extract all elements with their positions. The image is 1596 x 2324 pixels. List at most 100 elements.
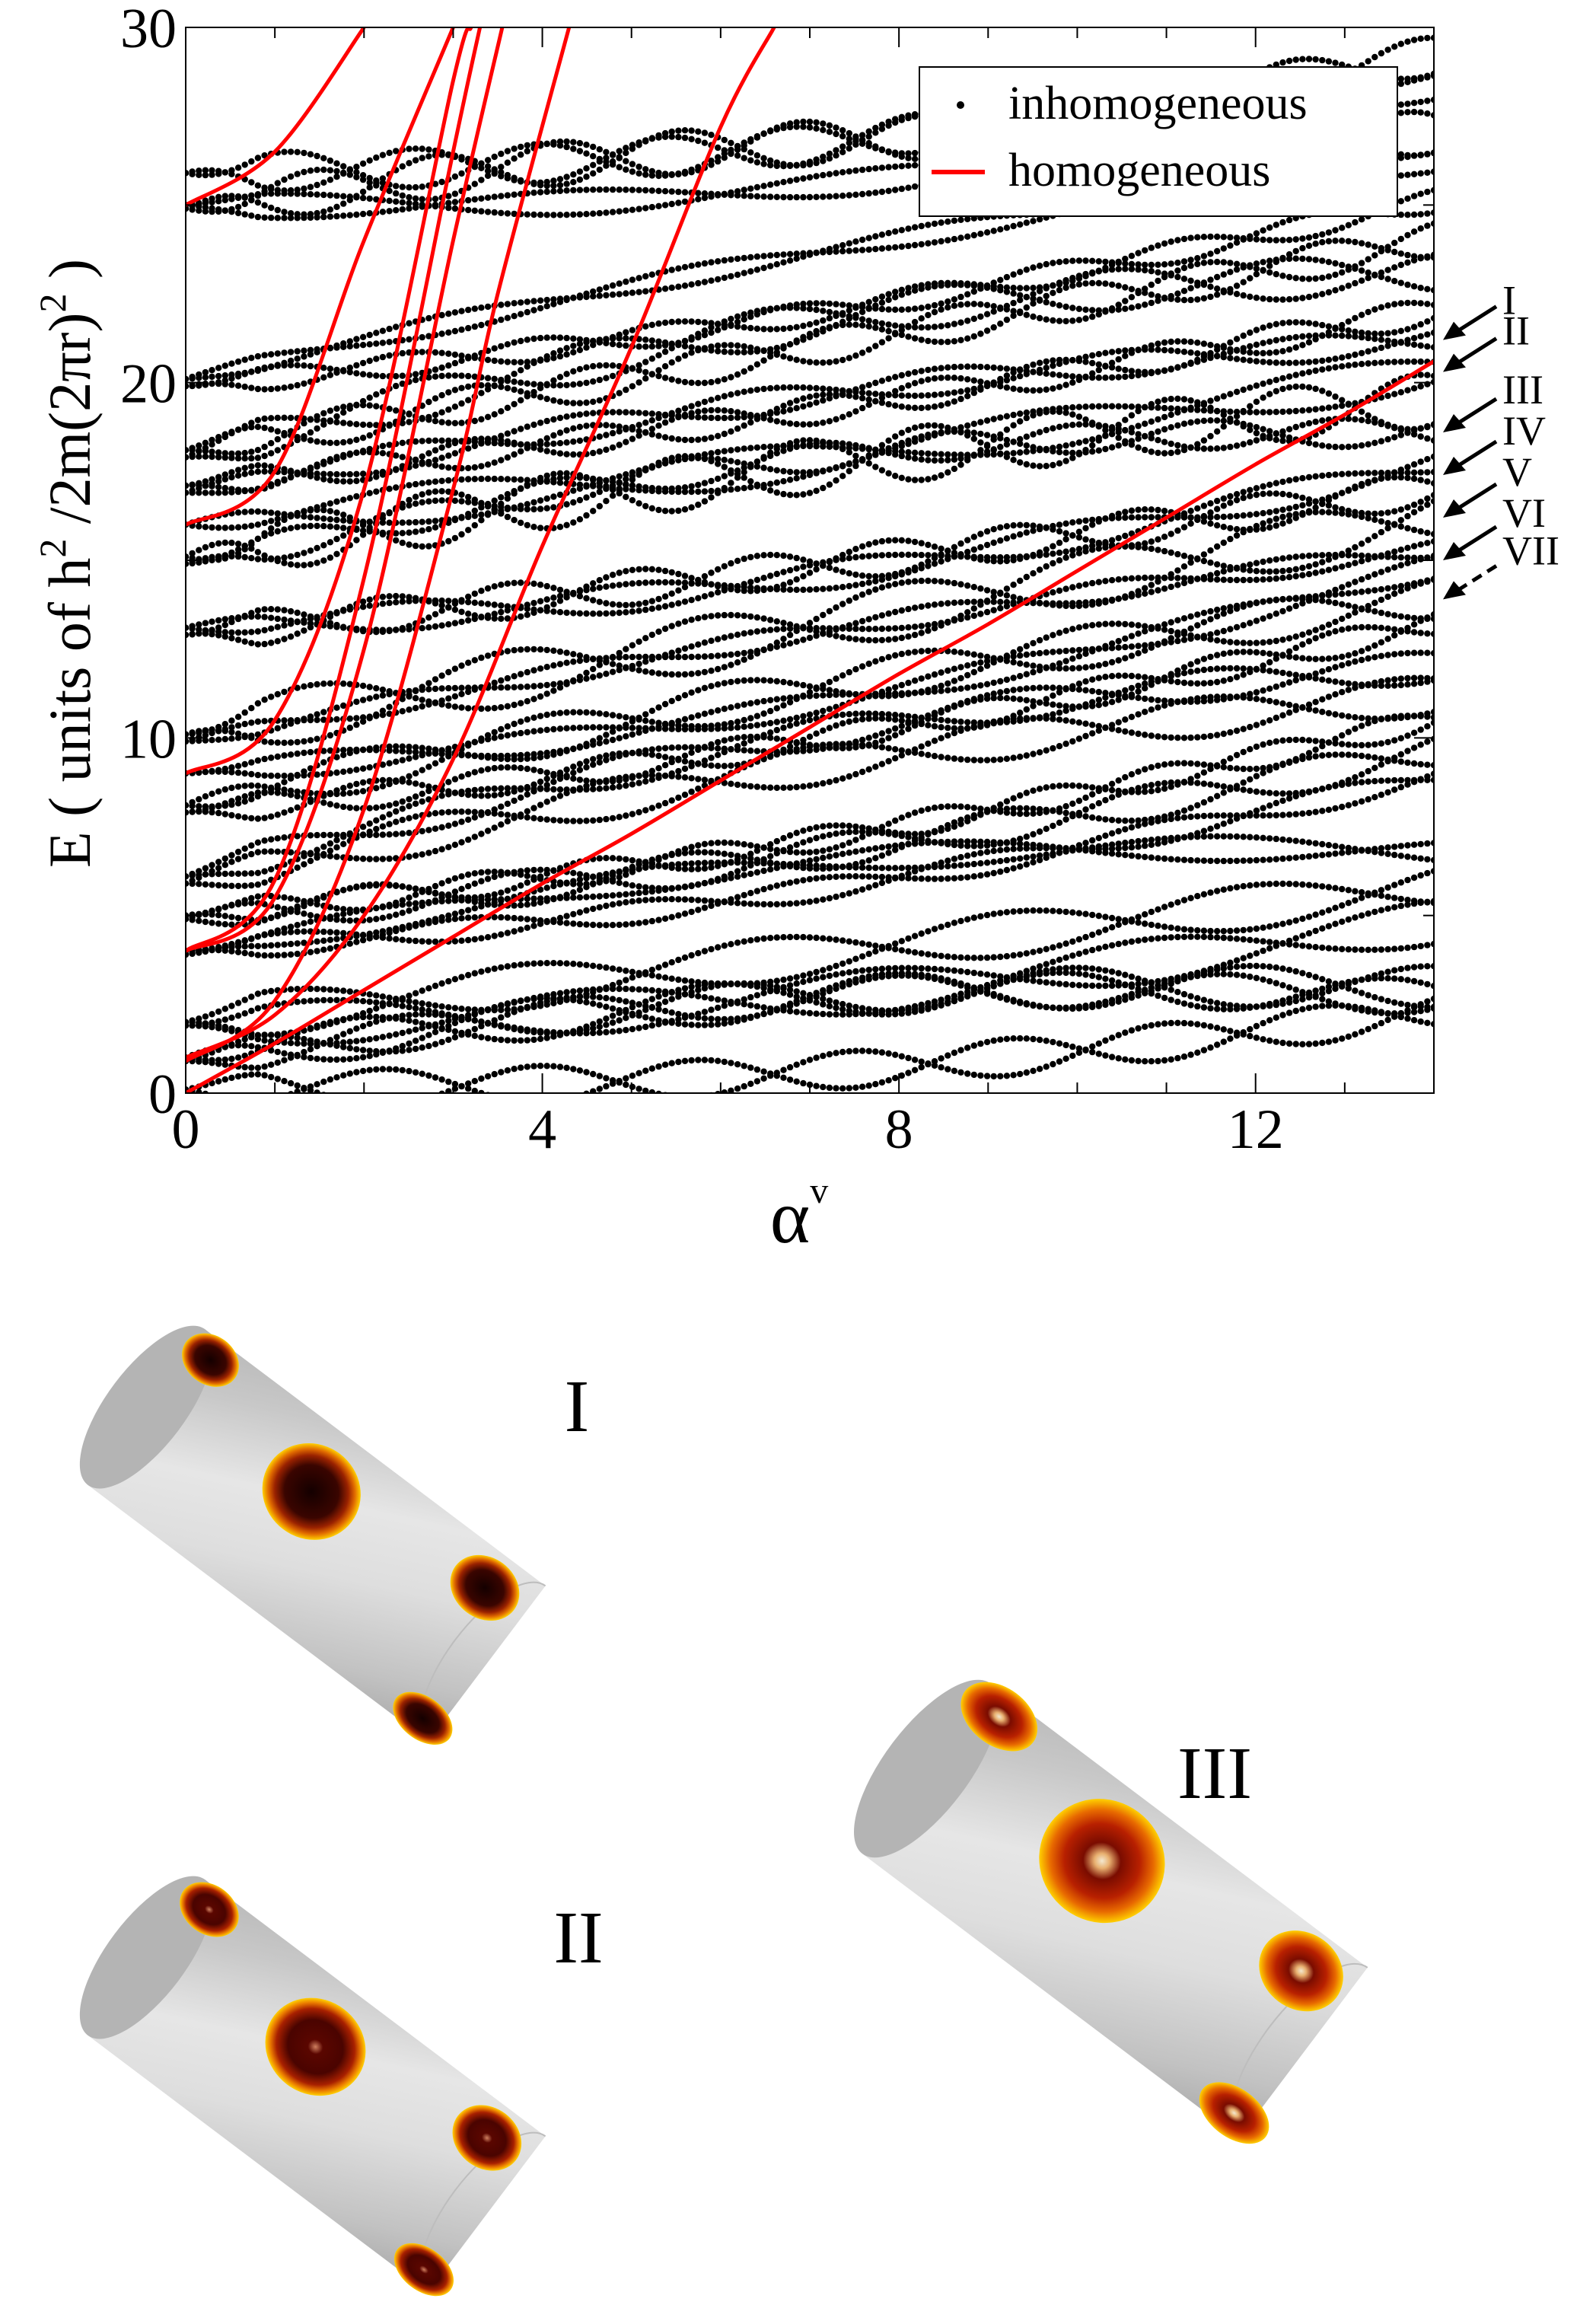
inhomogeneous-point	[715, 875, 722, 882]
inhomogeneous-point	[419, 1070, 425, 1077]
inhomogeneous-point	[274, 942, 281, 948]
inhomogeneous-point	[1299, 932, 1306, 939]
inhomogeneous-point	[1339, 626, 1346, 633]
inhomogeneous-point	[715, 839, 722, 846]
inhomogeneous-point	[1312, 635, 1319, 642]
inhomogeneous-point	[990, 720, 997, 727]
inhomogeneous-point	[209, 767, 215, 775]
inhomogeneous-point	[1404, 842, 1411, 849]
inhomogeneous-point	[872, 732, 879, 739]
inhomogeneous-point	[1036, 749, 1043, 756]
inhomogeneous-point	[366, 1020, 373, 1028]
inhomogeneous-point	[1305, 750, 1313, 757]
inhomogeneous-point	[1305, 853, 1313, 860]
inhomogeneous-point	[892, 1006, 899, 1014]
inhomogeneous-point	[753, 1078, 761, 1085]
inhomogeneous-point	[234, 856, 242, 862]
inhomogeneous-point	[1345, 946, 1352, 953]
inhomogeneous-point	[1325, 923, 1333, 929]
inhomogeneous-point	[1292, 968, 1299, 975]
inhomogeneous-point	[1378, 974, 1385, 982]
inhomogeneous-point	[931, 965, 938, 973]
inhomogeneous-point	[1050, 1004, 1056, 1012]
inhomogeneous-point	[728, 780, 734, 787]
inhomogeneous-point	[393, 1102, 399, 1108]
inhomogeneous-point	[905, 964, 912, 971]
inhomogeneous-point	[1200, 996, 1208, 1003]
inhomogeneous-point	[419, 902, 425, 910]
inhomogeneous-point	[419, 921, 425, 928]
inhomogeneous-point	[419, 1000, 425, 1007]
inhomogeneous-point	[648, 917, 655, 925]
inhomogeneous-point	[537, 1028, 544, 1034]
inhomogeneous-point	[983, 757, 991, 764]
inhomogeneous-point	[695, 760, 702, 767]
inhomogeneous-point	[806, 683, 814, 690]
inhomogeneous-point	[865, 735, 872, 741]
inhomogeneous-point	[833, 873, 839, 881]
inhomogeneous-point	[1384, 593, 1391, 601]
inhomogeneous-point	[1339, 653, 1346, 660]
inhomogeneous-point	[675, 1015, 682, 1023]
inhomogeneous-point	[773, 837, 780, 845]
inhomogeneous-point	[1319, 632, 1326, 639]
inhomogeneous-point	[681, 1057, 689, 1065]
inhomogeneous-point	[373, 999, 380, 1006]
inhomogeneous-point	[1266, 923, 1273, 930]
inhomogeneous-point	[1050, 822, 1056, 830]
inhomogeneous-point	[1056, 1058, 1063, 1065]
inhomogeneous-point	[320, 937, 327, 945]
inhomogeneous-point	[951, 998, 958, 1005]
inhomogeneous-point	[1358, 976, 1365, 983]
inhomogeneous-point	[918, 1058, 925, 1065]
inhomogeneous-point	[511, 885, 518, 892]
inhomogeneous-point	[977, 805, 984, 812]
inhomogeneous-point	[931, 829, 938, 836]
inhomogeneous-point	[543, 816, 550, 823]
inhomogeneous-point	[248, 951, 255, 958]
inhomogeneous-point	[865, 950, 872, 958]
inhomogeneous-point	[412, 852, 419, 859]
inhomogeneous-point	[800, 972, 807, 979]
inhomogeneous-point	[1397, 783, 1405, 791]
inhomogeneous-point	[655, 885, 662, 892]
inhomogeneous-point	[1220, 783, 1228, 790]
inhomogeneous-point	[373, 785, 380, 792]
inhomogeneous-point	[353, 1025, 360, 1032]
inhomogeneous-point	[1312, 808, 1319, 815]
inhomogeneous-point	[1174, 781, 1181, 788]
inhomogeneous-point	[228, 901, 235, 908]
inhomogeneous-point	[668, 797, 675, 804]
inhomogeneous-point	[648, 859, 655, 866]
inhomogeneous-point	[773, 1006, 780, 1013]
inhomogeneous-point	[603, 995, 610, 1002]
inhomogeneous-point	[478, 1006, 485, 1014]
inhomogeneous-point	[833, 722, 839, 729]
inhomogeneous-point	[314, 1081, 320, 1088]
inhomogeneous-point	[590, 786, 597, 792]
inhomogeneous-point	[189, 872, 196, 879]
inhomogeneous-point	[406, 779, 413, 786]
inhomogeneous-point	[234, 870, 242, 878]
inhomogeneous-point	[451, 916, 459, 923]
inhomogeneous-point	[1227, 857, 1234, 865]
inhomogeneous-point	[465, 808, 472, 815]
inhomogeneous-point	[780, 901, 787, 907]
inhomogeneous-point	[1128, 1027, 1136, 1034]
inhomogeneous-point	[715, 763, 722, 770]
inhomogeneous-point	[234, 783, 242, 790]
inhomogeneous-point	[1115, 827, 1122, 835]
inhomogeneous-point	[1030, 977, 1037, 984]
inhomogeneous-point	[661, 772, 669, 779]
inhomogeneous-point	[1122, 852, 1129, 859]
inhomogeneous-point	[1345, 713, 1352, 720]
inhomogeneous-point	[1332, 904, 1339, 911]
inhomogeneous-point	[294, 999, 301, 1006]
inhomogeneous-point	[1102, 926, 1109, 933]
inhomogeneous-point	[623, 977, 629, 983]
inhomogeneous-point	[202, 918, 209, 926]
inhomogeneous-point	[432, 918, 439, 926]
inhomogeneous-point	[629, 898, 636, 905]
inhomogeneous-point	[826, 725, 833, 732]
inhomogeneous-point	[629, 882, 636, 889]
